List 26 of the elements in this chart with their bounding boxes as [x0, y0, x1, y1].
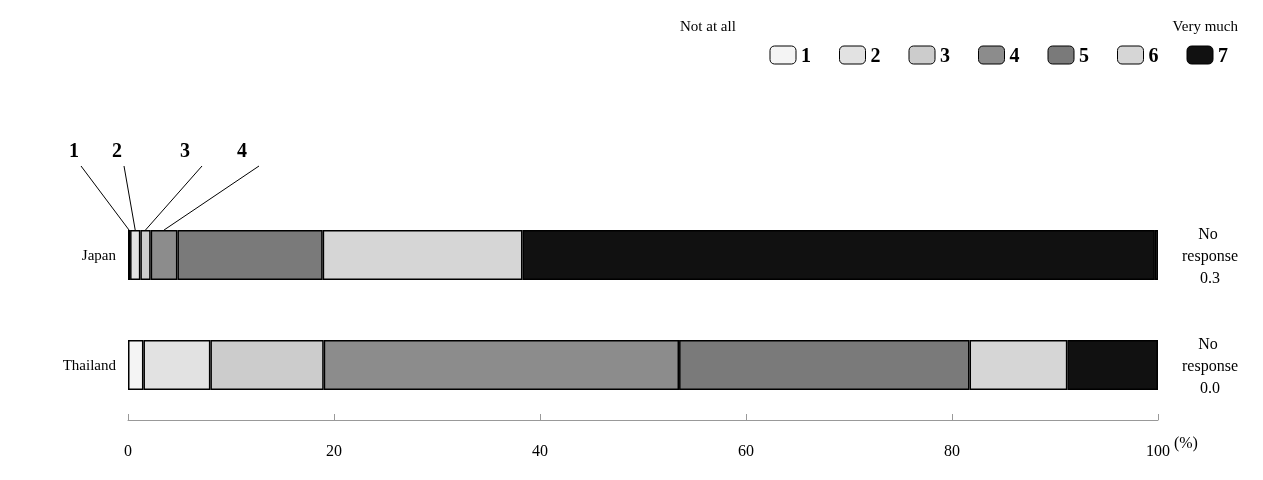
legend-label: 5: [1079, 44, 1089, 66]
x-tick-label: 100: [1146, 441, 1170, 459]
text: 3: [180, 139, 190, 161]
text: 2: [112, 139, 122, 161]
x-tick-label: 40: [532, 441, 548, 459]
text: Very much: [1172, 17, 1239, 34]
data-label: 0.3: [1200, 268, 1220, 286]
text: 1: [69, 139, 79, 161]
text: 4: [237, 139, 247, 161]
x-tick-label: 20: [326, 441, 342, 459]
legend-label: 4: [1009, 44, 1020, 66]
y-tick-label: Thailand: [62, 357, 117, 373]
data-label: 0.0: [1200, 378, 1220, 396]
legend-label: 6: [1148, 44, 1159, 66]
x-tick-label: 0: [124, 441, 132, 459]
text: No response: [1182, 334, 1238, 374]
legend-label: 1: [801, 44, 811, 66]
x-axis-title: (%): [1173, 433, 1198, 452]
text: Not at all: [680, 17, 736, 34]
legend-label: 7: [1218, 44, 1228, 66]
series-label: No response: [1182, 224, 1238, 265]
legend-label: 2: [870, 44, 881, 66]
y-tick-label: Japan: [81, 247, 117, 263]
legend-label: 3: [940, 44, 950, 66]
x-tick-label: 80: [944, 441, 960, 459]
x-tick-label: 60: [738, 441, 754, 459]
